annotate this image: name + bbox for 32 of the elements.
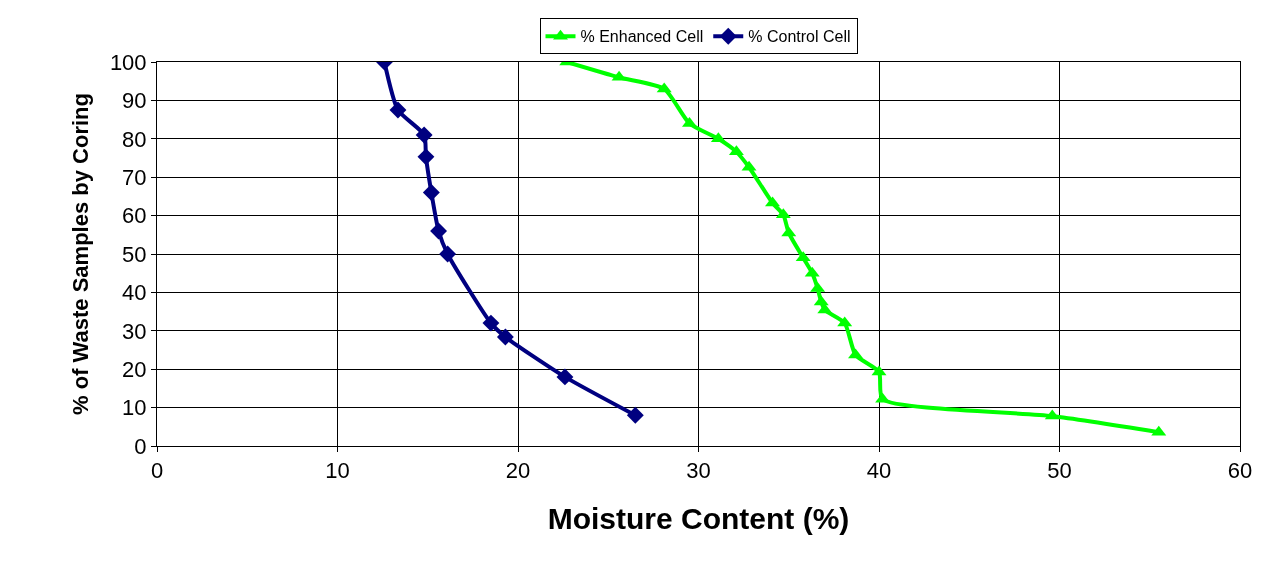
y-tick-label: 60 (122, 203, 147, 229)
legend-label: % Enhanced Cell (580, 28, 704, 46)
y-tick-label: 100 (109, 49, 147, 75)
point (422, 184, 440, 202)
x-tick-label: 60 (1227, 458, 1253, 484)
y-axis-title: % of Waste Samples by Coring (67, 93, 93, 415)
point (389, 101, 407, 119)
y-tick-label: 80 (122, 126, 147, 152)
x-tick-label: 0 (150, 458, 164, 484)
y-tick-label: 40 (122, 280, 147, 306)
y-tick-label: 10 (122, 395, 147, 421)
point (556, 368, 574, 386)
x-tick-label: 40 (866, 458, 892, 484)
y-tick-label: 20 (122, 356, 147, 382)
point (415, 126, 433, 144)
point (496, 328, 514, 346)
point (439, 245, 457, 263)
y-tick-label: 50 (122, 241, 147, 267)
y-tick-label: 70 (122, 164, 147, 190)
y-tick-label: 30 (122, 318, 147, 344)
x-tick-label: 20 (505, 458, 531, 484)
point (626, 406, 644, 424)
point (482, 314, 500, 332)
point (430, 222, 448, 240)
y-tick-label: 90 (122, 88, 147, 114)
x-tick-label: 30 (686, 458, 711, 484)
y-tick-label: 0 (134, 433, 147, 459)
x-tick-label: 50 (1047, 458, 1072, 484)
legend-label: % Control Cell (748, 28, 851, 46)
x-tick-label: 10 (325, 458, 350, 484)
x-axis-title: Moisture Content (%) (547, 501, 850, 535)
point (417, 148, 435, 166)
